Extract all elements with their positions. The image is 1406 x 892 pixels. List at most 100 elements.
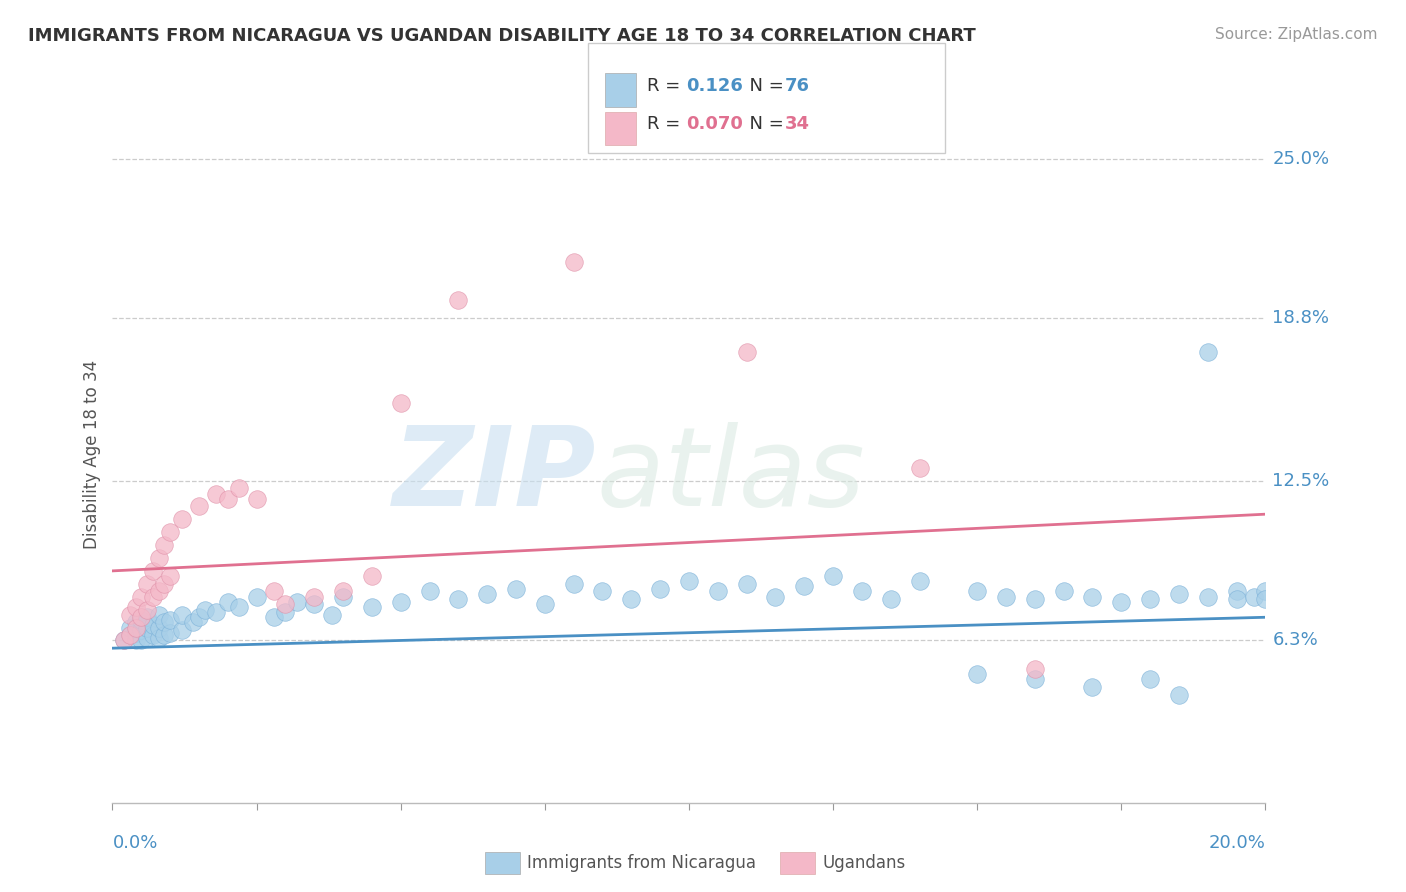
Text: R =: R = — [647, 115, 686, 133]
Point — [533, 598, 555, 612]
Text: R =: R = — [647, 77, 686, 95]
Point — [793, 579, 815, 593]
Text: N =: N = — [738, 115, 790, 133]
Point — [245, 590, 267, 604]
Point — [332, 584, 354, 599]
Text: 76: 76 — [785, 77, 810, 95]
Point — [129, 610, 153, 624]
Point — [274, 605, 297, 619]
Point — [851, 584, 873, 599]
Point — [908, 574, 931, 589]
Point — [159, 613, 181, 627]
Point — [170, 607, 193, 622]
Point — [205, 605, 228, 619]
Point — [205, 486, 228, 500]
Point — [1111, 595, 1133, 609]
Point — [880, 592, 903, 607]
Point — [148, 584, 170, 599]
Point — [1024, 592, 1046, 607]
Point — [136, 631, 159, 645]
Point — [228, 599, 250, 614]
Point — [153, 628, 176, 642]
Point — [124, 599, 146, 614]
Point — [821, 569, 844, 583]
Point — [620, 592, 643, 607]
Y-axis label: Disability Age 18 to 34: Disability Age 18 to 34 — [83, 360, 101, 549]
Point — [124, 615, 146, 630]
Point — [735, 344, 758, 359]
Text: atlas: atlas — [596, 422, 865, 529]
Point — [129, 613, 153, 627]
Point — [148, 607, 170, 622]
Text: Source: ZipAtlas.com: Source: ZipAtlas.com — [1215, 27, 1378, 42]
Point — [706, 584, 728, 599]
Point — [112, 633, 135, 648]
Point — [159, 525, 181, 540]
Point — [124, 633, 146, 648]
Point — [153, 538, 176, 552]
Point — [908, 460, 931, 475]
Point — [1139, 592, 1161, 607]
Point — [1243, 590, 1265, 604]
Point — [118, 607, 141, 622]
Point — [966, 584, 988, 599]
Point — [129, 590, 153, 604]
Point — [136, 621, 159, 635]
Point — [170, 512, 193, 526]
Text: ZIP: ZIP — [394, 422, 596, 529]
Point — [562, 576, 585, 591]
Point — [136, 576, 159, 591]
Point — [118, 628, 141, 642]
Point — [136, 602, 159, 616]
Point — [360, 599, 382, 614]
Point — [321, 607, 343, 622]
Point — [188, 610, 211, 624]
Text: 25.0%: 25.0% — [1272, 150, 1330, 168]
Point — [304, 598, 326, 612]
Point — [304, 590, 326, 604]
Point — [142, 618, 165, 632]
Point — [217, 491, 239, 506]
Text: 20.0%: 20.0% — [1209, 834, 1265, 852]
Point — [153, 576, 176, 591]
Text: 6.3%: 6.3% — [1272, 632, 1319, 649]
Text: Immigrants from Nicaragua: Immigrants from Nicaragua — [527, 854, 756, 871]
Point — [1254, 584, 1277, 599]
Text: IMMIGRANTS FROM NICARAGUA VS UGANDAN DISABILITY AGE 18 TO 34 CORRELATION CHART: IMMIGRANTS FROM NICARAGUA VS UGANDAN DIS… — [28, 27, 976, 45]
Point — [142, 628, 165, 642]
Point — [332, 590, 354, 604]
Point — [263, 610, 285, 624]
Text: 12.5%: 12.5% — [1272, 472, 1330, 490]
Point — [142, 590, 165, 604]
Point — [274, 598, 297, 612]
Point — [217, 595, 239, 609]
Point — [648, 582, 672, 596]
Point — [1254, 592, 1277, 607]
Point — [170, 623, 193, 637]
Point — [124, 625, 146, 640]
Point — [360, 569, 382, 583]
Point — [1167, 688, 1189, 702]
Point — [678, 574, 700, 589]
Point — [1024, 662, 1046, 676]
Point — [735, 576, 758, 591]
Point — [1226, 592, 1249, 607]
Point — [124, 621, 146, 635]
Point — [1167, 587, 1189, 601]
Point — [447, 293, 470, 308]
Point — [263, 584, 285, 599]
Text: 18.8%: 18.8% — [1272, 310, 1330, 327]
Text: 34: 34 — [785, 115, 810, 133]
Point — [245, 491, 267, 506]
Point — [148, 621, 170, 635]
Point — [419, 584, 441, 599]
Point — [153, 615, 176, 630]
Text: 0.070: 0.070 — [686, 115, 742, 133]
Point — [181, 615, 204, 630]
Point — [1139, 672, 1161, 686]
Point — [562, 254, 585, 268]
Point — [1081, 680, 1104, 694]
Point — [592, 584, 614, 599]
Text: 0.126: 0.126 — [686, 77, 742, 95]
Point — [112, 633, 135, 648]
